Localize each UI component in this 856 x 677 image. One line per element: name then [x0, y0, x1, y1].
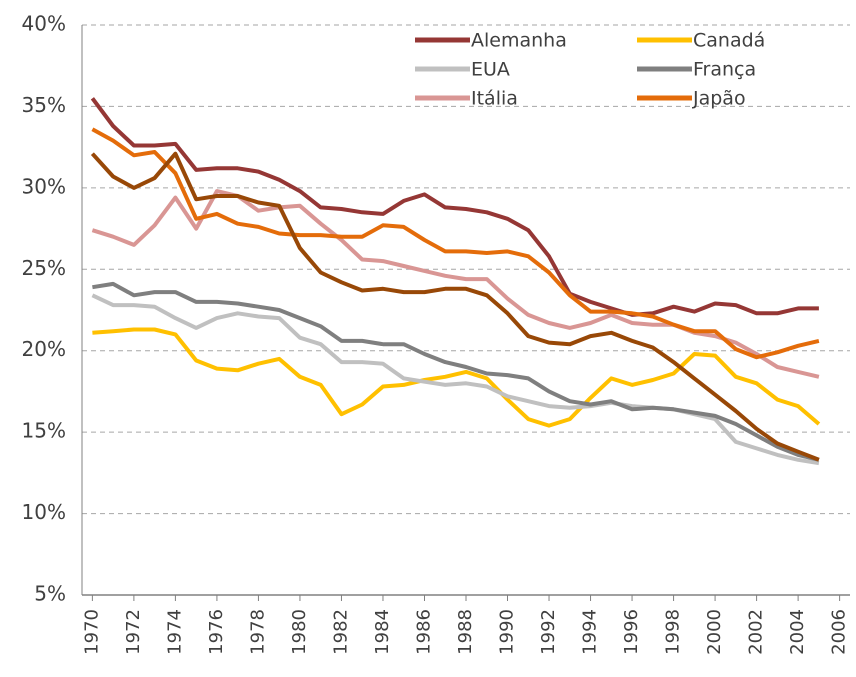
series-line: [91, 127, 820, 360]
series-line: [92, 281, 820, 462]
legend-label: Itália: [471, 88, 518, 110]
legend-label: Canadá: [693, 30, 765, 52]
x-tick-label: 1988: [455, 609, 476, 655]
y-tick-label: 40%: [22, 12, 66, 36]
x-tick-label: 1976: [206, 609, 227, 655]
series-line: [90, 97, 819, 317]
x-tick-label: 2000: [704, 609, 725, 655]
x-tick-label: 1982: [330, 609, 351, 655]
x-tick-label: 1974: [164, 609, 185, 655]
series-line: [92, 327, 821, 428]
x-tick-label: 1994: [580, 609, 601, 655]
legend-label: Alemanha: [471, 30, 567, 52]
x-tick-label: 1996: [621, 609, 642, 655]
y-tick-label: 15%: [22, 419, 66, 443]
x-tick-label: 1978: [247, 609, 268, 655]
x-tick-label: 1992: [538, 609, 559, 655]
x-tick-label: 2006: [829, 609, 850, 655]
y-tick-label: 20%: [22, 337, 66, 361]
x-tick-label: 1990: [497, 609, 518, 655]
x-tick-label: 2002: [746, 609, 767, 655]
y-tick-label: 5%: [34, 582, 66, 606]
y-tick-label: 25%: [22, 256, 66, 280]
y-tick-label: 35%: [22, 93, 66, 117]
y-tick-label: 30%: [22, 174, 66, 198]
x-tick-label: 1980: [289, 609, 310, 655]
legend-label: França: [693, 59, 756, 81]
x-tick-label: 1998: [663, 609, 684, 655]
legend-label: Japão: [692, 88, 746, 110]
x-tick-label: 1984: [372, 609, 393, 655]
x-tick-label: 2004: [787, 609, 808, 655]
y-tick-label: 10%: [22, 500, 66, 524]
x-tick-label: 1986: [413, 609, 434, 655]
x-tick-label: 1970: [81, 609, 102, 655]
legend-label: EUA: [471, 59, 510, 81]
x-tick-label: 1972: [123, 609, 144, 655]
series-line: [91, 293, 820, 466]
series-line: [90, 151, 820, 462]
